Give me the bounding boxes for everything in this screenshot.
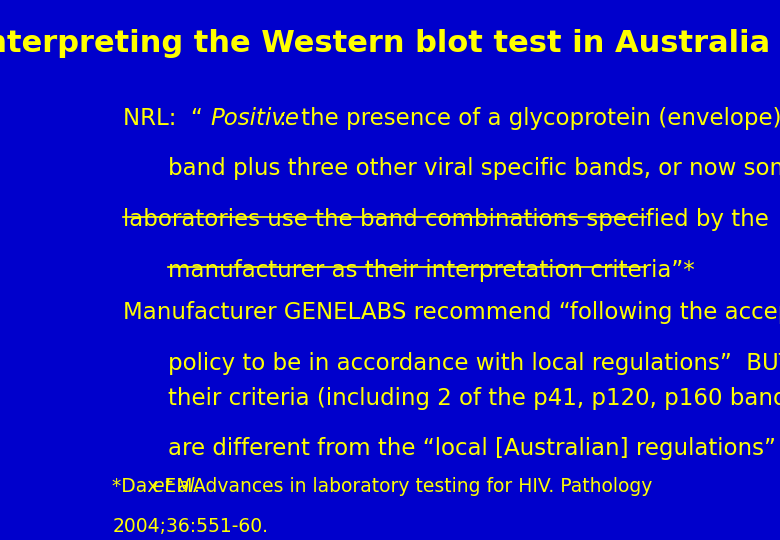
Text: Positive: Positive (210, 107, 299, 130)
Text: manufacturer as their interpretation criteria”*: manufacturer as their interpretation cri… (168, 259, 694, 282)
Text: :  the presence of a glycoprotein (envelope): : the presence of a glycoprotein (envelo… (279, 107, 780, 130)
Text: laboratories use the band combinations specified by the: laboratories use the band combinations s… (123, 208, 769, 231)
Text: their criteria (including 2 of the p41, p120, p160 bands): their criteria (including 2 of the p41, … (168, 387, 780, 410)
Text: NRL:  “: NRL: “ (123, 107, 204, 130)
Text: 2004;36:551-60.: 2004;36:551-60. (112, 517, 268, 536)
Text: Interpreting the Western blot test in Australia: Interpreting the Western blot test in Au… (0, 29, 770, 58)
Text: are different from the “local [Australian] regulations”: are different from the “local [Australia… (168, 437, 775, 461)
Text: et al.: et al. (153, 477, 200, 496)
Text: band plus three other viral specific bands, or now some: band plus three other viral specific ban… (168, 157, 780, 180)
Text: Manufacturer GENELABS recommend “following the accepted: Manufacturer GENELABS recommend “followi… (123, 301, 780, 325)
Text: Advances in laboratory testing for HIV. Pathology: Advances in laboratory testing for HIV. … (181, 477, 653, 496)
Text: *Dax EM: *Dax EM (112, 477, 199, 496)
Text: policy to be in accordance with local regulations”  BUT: policy to be in accordance with local re… (168, 352, 780, 375)
